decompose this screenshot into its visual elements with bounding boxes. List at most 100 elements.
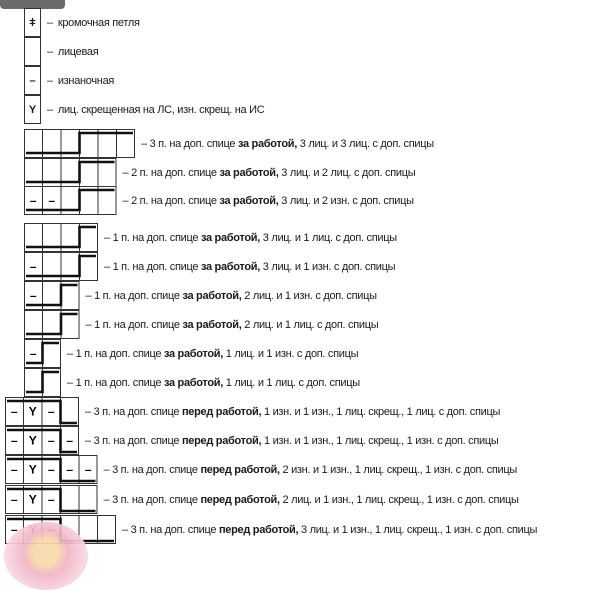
description-bold: за работой, (237, 137, 297, 150)
cable-chart-symbol: – Y – – (5, 426, 79, 455)
cable-row: – – – 2 п. на доп. спице за работой, 3 лиц… (24, 186, 414, 215)
cell-symbol: – (11, 434, 18, 448)
cell-symbol: – (85, 463, 92, 477)
cable-row: –Y–– 3 п. на доп. спице перед работой, 3… (5, 515, 537, 544)
cell-symbol: – (30, 347, 37, 361)
cell-symbol: – (11, 493, 18, 507)
cell-frame (24, 186, 117, 215)
watermark-logo (4, 522, 88, 590)
description-post: 3 лиц. и 2 изн. с доп. спицы (281, 194, 414, 207)
description-bold: перед работой, (200, 493, 280, 506)
cable-chart-symbol: – (24, 339, 61, 368)
cable-row: – – 1 п. на доп. спице за работой, 2 лиц.… (24, 281, 377, 310)
description-pre: – 3 п. на доп. спице (85, 434, 180, 447)
label-text: кромочная петля (57, 16, 140, 29)
cell-symbol: – (30, 260, 37, 274)
cable-description: – 3 п. на доп. спице перед работой, 1 из… (85, 406, 500, 418)
description-bold: за работой, (163, 376, 223, 389)
description-bold: за работой, (163, 347, 223, 360)
cable-chart-symbol: – (24, 252, 98, 281)
cable-row: – 3 п. на доп. спице за работой, 3 лиц. … (24, 129, 434, 158)
description-bold: за работой, (219, 166, 279, 179)
cable-cross-line (7, 399, 77, 425)
cable-description: – 3 п. на доп. спице перед работой, 1 из… (85, 435, 499, 447)
description-bold: перед работой, (200, 463, 280, 476)
cell-symbol: – (11, 405, 18, 419)
description-pre: – 2 п. на доп. спице (122, 166, 217, 179)
cable-cross-line (7, 457, 96, 483)
description-pre: – 1 п. на доп. спице (104, 260, 199, 273)
description-pre: – 1 п. на доп. спице (85, 289, 180, 302)
cell-symbol: – (11, 523, 18, 537)
cable-row: – 1 п. на доп. спице за работой, 3 лиц. … (24, 223, 397, 252)
cable-chart-symbol (24, 223, 98, 252)
description-pre: – 3 п. на доп. спице (103, 463, 198, 476)
description-post: 2 изн. и 1 изн., 1 лиц. скрещ., 1 изн. с… (282, 463, 518, 476)
cable-description: – 2 п. на доп. спице за работой, 3 лиц. … (123, 167, 416, 179)
cell-symbol: – (48, 434, 55, 448)
legend-row: ǂ – кромочная петля (24, 8, 140, 37)
description-pre: – 1 п. на доп. спице (67, 347, 162, 360)
label-text: лиц. скрещенная на ЛС, изн. скрещ. на ИС (57, 103, 265, 116)
description-bold: за работой, (182, 289, 242, 302)
cable-row: – Y – – – – 3 п. на доп. спице перед работой,… (5, 455, 517, 484)
cable-chart-symbol (24, 158, 117, 187)
description-post: 3 лиц. и 1 лиц. с доп. спицы (262, 231, 397, 244)
cable-cross-line (26, 283, 78, 307)
description-post: 2 лиц. и 1 лиц. с доп. спицы (244, 318, 379, 331)
cable-description: – 2 п. на доп. спице за работой, 3 лиц. … (123, 194, 415, 207)
cable-chart-symbol (24, 129, 135, 158)
label-text: изнаночная (57, 74, 115, 87)
cable-row: – – 1 п. на доп. спице за работой, 1 лиц.… (24, 339, 359, 368)
legend-row: – лицевая (24, 37, 99, 66)
dash: – (47, 45, 53, 58)
cable-chart-symbol: –Y– (5, 397, 79, 426)
description-pre: – 3 п. на доп. спице (141, 137, 236, 150)
cable-cross-line (7, 428, 77, 454)
cable-description: – 1 п. на доп. спице за работой, 1 лиц. … (67, 377, 360, 389)
description-post: 3 лиц. и 3 лиц. с доп. спицы (299, 137, 434, 150)
cable-chart-symbol (24, 310, 80, 339)
cell-frame (5, 485, 98, 514)
legend-label: – изнаночная (47, 75, 114, 87)
cell-frame (24, 310, 80, 339)
cable-cross-line (7, 487, 96, 513)
label-text: лицевая (57, 45, 99, 58)
cell-symbol: – (30, 289, 37, 303)
dash: – (47, 16, 53, 29)
stitch-symbol: ǂ (24, 8, 41, 37)
description-post: 1 изн. и 1 изн., 1 лиц. скрещ., 1 лиц. с… (264, 405, 501, 418)
dash: – (47, 74, 53, 87)
cable-chart-symbol: – – (24, 186, 117, 215)
cable-cross-line (26, 160, 115, 184)
cell-symbol: – (48, 493, 55, 507)
description-pre: – 3 п. на доп. спице (103, 493, 198, 506)
cable-row: – 2 п. на доп. спице за работой, 3 лиц. … (24, 158, 416, 187)
legend-row: Y – лиц. скрещенная на ЛС, изн. скрещ. на … (24, 95, 265, 124)
stitch-symbol: Y (24, 95, 41, 124)
cell-frame (5, 455, 98, 484)
cell-symbol: – (66, 463, 73, 477)
description-post: 2 лиц. и 1 изн. с доп. спицы (244, 289, 377, 302)
cable-chart-symbol: – Y – – – (5, 455, 98, 484)
cable-description: – 1 п. на доп. спице за работой, 2 лиц. … (85, 289, 378, 302)
cell-symbol: Y (29, 463, 37, 477)
description-bold: перед работой, (218, 523, 299, 536)
dash: – (47, 103, 53, 116)
cell-symbol: Y (29, 434, 37, 448)
cable-chart-symbol (24, 368, 61, 397)
cell-symbol: – (30, 194, 37, 208)
cable-chart-symbol: – (24, 281, 80, 310)
description-post: 3 лиц. и 1 изн. с доп. спицы (262, 260, 396, 273)
cable-row: – Y – – 3 п. на доп. спице перед работой, 1… (5, 397, 500, 426)
cable-cross-line (26, 188, 115, 212)
description-pre: – 1 п. на доп. спице (85, 318, 180, 331)
cable-description: – 3 п. на доп. спице перед работой, 3 ли… (122, 524, 537, 536)
cable-cross-line (26, 254, 96, 278)
cable-row: – 1 п. на доп. спице за работой, 2 лиц. … (24, 310, 379, 339)
cable-description: – 3 п. на доп. спице перед работой, 2 ли… (104, 494, 519, 506)
cable-row: – Y – – – 3 п. на доп. спице перед работой, … (5, 426, 499, 455)
stitch-symbol: – (24, 66, 41, 95)
description-bold: за работой, (200, 260, 260, 273)
cell-symbol: Y (29, 405, 37, 419)
